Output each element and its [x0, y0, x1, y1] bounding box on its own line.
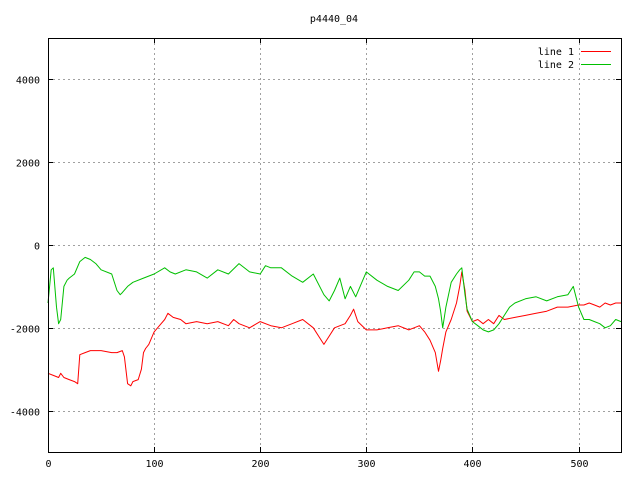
y-tick-label: 2000 — [16, 159, 40, 170]
legend-label-1: line 1 — [538, 47, 574, 58]
axes: 0 100 200 300 400 500 -4000 -2000 0 2000 4000 — [10, 38, 622, 470]
x-tick-label: 200 — [251, 459, 269, 470]
plot-frame — [48, 38, 622, 453]
y-tick-label: -2000 — [10, 325, 40, 336]
y-tick-label: 4000 — [16, 76, 40, 87]
series-line-2 — [47, 256, 622, 333]
x-tick-label: 300 — [357, 459, 375, 470]
chart-title: p4440_04 — [310, 14, 358, 25]
x-tick-label: 100 — [145, 459, 163, 470]
x-tick-label: 0 — [45, 459, 51, 470]
plot-series — [47, 256, 622, 387]
series-line-1 — [47, 271, 621, 387]
y-tick-label: 0 — [34, 242, 40, 253]
x-tick-label: 400 — [463, 459, 481, 470]
y-tick-label: -4000 — [10, 408, 40, 419]
legend-label-2: line 2 — [538, 60, 574, 71]
legend: line 1 line 2 — [538, 47, 611, 71]
x-tick-label: 500 — [570, 459, 588, 470]
grid — [48, 38, 621, 452]
